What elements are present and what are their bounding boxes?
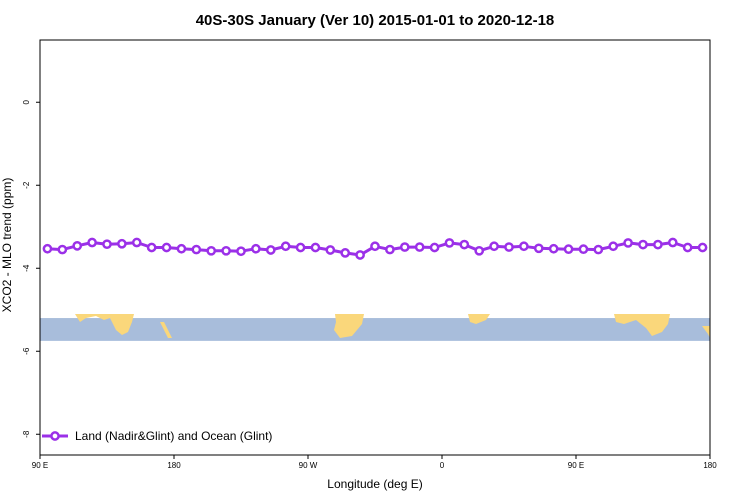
data-point — [638, 239, 648, 250]
data-point — [87, 237, 97, 248]
legend: Land (Nadir&Glint) and Ocean (Glint) — [42, 429, 272, 443]
y-tick-label: -8 — [22, 430, 31, 438]
data-point — [608, 241, 619, 252]
data-point — [146, 242, 157, 253]
data-point — [474, 245, 485, 256]
x-tick-label: 180 — [167, 461, 181, 470]
data-point — [340, 248, 351, 258]
data-point — [533, 243, 544, 254]
plot-frame — [39, 39, 711, 456]
data-point — [653, 239, 663, 250]
data-point — [489, 241, 499, 252]
y-tick-label: -2 — [22, 181, 31, 189]
data-point — [444, 238, 455, 248]
data-point — [161, 242, 172, 253]
y-tick-label: -6 — [22, 347, 31, 355]
map-land-4 — [468, 314, 490, 324]
map-land-6 — [702, 326, 710, 338]
y-tick-label: -4 — [22, 264, 31, 272]
data-point — [459, 239, 470, 250]
y-axis: 0 -2 -4 -6 -8 — [22, 99, 40, 438]
x-axis: 90 E 180 90 W 0 90 E 180 — [32, 455, 717, 470]
data-point — [102, 239, 112, 250]
data-point — [429, 242, 440, 253]
data-point — [370, 241, 380, 252]
data-point — [280, 241, 291, 252]
data-point — [251, 243, 261, 254]
data-point — [563, 244, 574, 255]
chart-title: 40S-30S January (Ver 10) 2015-01-01 to 2… — [196, 12, 555, 29]
data-point — [519, 241, 529, 252]
map-land-1 — [75, 314, 134, 335]
data-point — [236, 246, 246, 257]
data-point — [221, 245, 231, 256]
data-point — [131, 237, 142, 248]
data-point — [72, 240, 83, 251]
data-point — [117, 238, 127, 249]
data-point — [295, 242, 306, 253]
x-axis-label: Longitude (deg E) — [327, 477, 422, 491]
data-point — [697, 242, 708, 253]
x-tick-label: 90 E — [568, 461, 584, 470]
data-point — [667, 237, 678, 248]
x-tick-label: 180 — [703, 461, 717, 470]
map-band — [40, 314, 710, 341]
data-point — [623, 238, 633, 248]
series-layer — [42, 237, 708, 260]
data-point — [682, 242, 693, 253]
data-point — [355, 250, 365, 260]
data-point — [548, 243, 559, 254]
y-axis-label: XCO2 - MLO trend (ppm) — [0, 178, 14, 313]
data-point — [414, 242, 425, 252]
data-point — [399, 242, 410, 252]
data-point — [191, 244, 202, 255]
legend-label: Land (Nadir&Glint) and Ocean (Glint) — [75, 429, 272, 443]
data-point — [593, 244, 604, 255]
data-point — [176, 243, 187, 254]
data-point — [310, 242, 321, 253]
data-point — [385, 244, 395, 255]
data-point — [504, 242, 514, 252]
data-point — [325, 245, 336, 255]
data-point — [57, 244, 68, 255]
x-tick-label: 0 — [440, 461, 445, 470]
x-tick-label: 90 E — [32, 461, 48, 470]
y-tick-label: 0 — [22, 99, 31, 104]
legend-marker — [50, 431, 60, 441]
data-point — [265, 245, 276, 255]
map-ocean — [40, 318, 710, 341]
data-point — [578, 244, 589, 255]
map-land-3 — [334, 314, 364, 338]
map-land-5 — [614, 314, 670, 336]
map-land-2 — [160, 322, 172, 338]
x-tick-label: 90 W — [299, 461, 318, 470]
data-point — [206, 245, 217, 256]
data-point — [42, 243, 53, 254]
